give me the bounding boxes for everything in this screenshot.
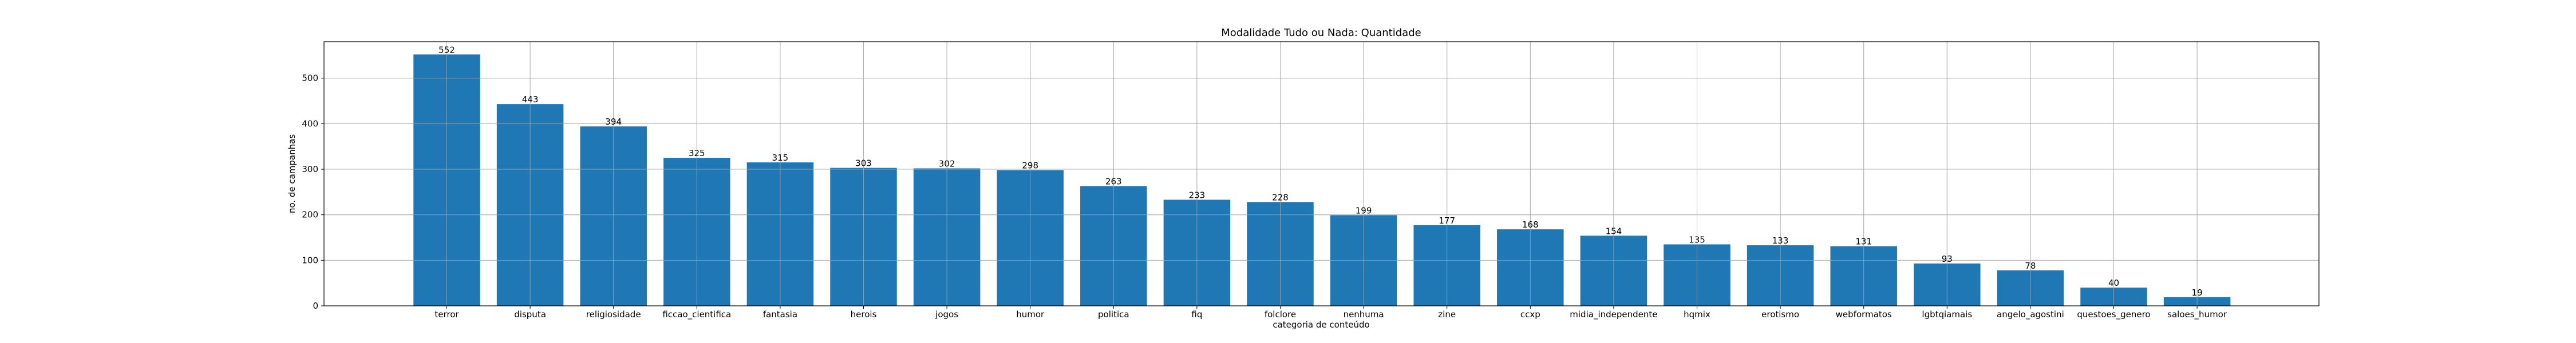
data-label-webformatos: 131 — [1855, 237, 1872, 247]
x-tick-label-nenhuma: nenhuma — [1344, 309, 1384, 320]
data-label-questoes_genero: 40 — [2108, 278, 2119, 288]
x-tick-label-angelo_agostini: angelo_agostini — [1997, 309, 2064, 320]
data-labels: 552 443 394 325 315 303 302 298 263 233 228 199 177 1… — [324, 42, 2319, 306]
x-tick-label-midia_independente: midia_independente — [1570, 309, 1657, 320]
data-label-humor: 298 — [1022, 161, 1038, 171]
data-label-disputa: 443 — [522, 94, 539, 105]
data-label-religiosidade: 394 — [605, 117, 622, 127]
x-tick-label-terror: terror — [434, 309, 459, 320]
y-tick-label: 0 — [313, 301, 318, 311]
data-label-midia_independente: 154 — [1606, 226, 1622, 236]
x-tick-label-ccxp: ccxp — [1520, 309, 1540, 320]
x-tick-label-saloes_humor: saloes_humor — [2167, 309, 2227, 320]
x-tick-label-erotismo: erotismo — [1761, 309, 1799, 320]
data-label-zine: 177 — [1439, 216, 1455, 226]
x-tick-label-lgbtqiamais: lgbtqiamais — [1922, 309, 1972, 320]
x-tick-label-disputa: disputa — [514, 309, 546, 320]
x-tick-label-humor: humor — [1016, 309, 1045, 320]
x-tick-label-religiosidade: religiosidade — [586, 309, 641, 320]
x-tick-label-herois: herois — [851, 309, 877, 320]
x-tick-label-webformatos: webformatos — [1836, 309, 1892, 320]
x-axis-label: categoria de conteúdo — [1273, 320, 1369, 330]
x-tick-label-zine: zine — [1438, 309, 1456, 320]
data-label-saloes_humor: 19 — [2192, 288, 2203, 298]
x-tick-label-folclore: folclore — [1265, 309, 1296, 320]
bars — [413, 54, 2231, 306]
data-label-erotismo: 133 — [1772, 236, 1789, 246]
data-label-ccxp: 168 — [1522, 220, 1539, 230]
x-tick-label-ficcao_cientifica: ficcao_cientifica — [662, 309, 731, 320]
data-label-fiq: 233 — [1189, 190, 1206, 200]
x-axis: terror disputa religiosidade ficcao_cientif… — [434, 306, 2227, 320]
y-tick-label: 500 — [302, 73, 318, 83]
x-tick-label-hqmix: hqmix — [1684, 309, 1710, 320]
x-tick-label-jogos: jogos — [935, 309, 958, 320]
y-tick-label: 200 — [302, 210, 318, 220]
data-label-politica: 263 — [1105, 177, 1122, 187]
data-label-angelo_agostini: 78 — [2025, 261, 2036, 271]
y-tick-label: 300 — [302, 164, 318, 174]
x-tick-label-fiq: fiq — [1191, 309, 1202, 320]
data-label-terror: 552 — [438, 45, 455, 55]
plot-frame — [323, 41, 2320, 306]
data-label-jogos: 302 — [939, 158, 955, 169]
data-label-nenhuma: 199 — [1356, 205, 1372, 216]
data-label-hqmix: 135 — [1689, 234, 1705, 245]
y-tick-label: 100 — [302, 255, 318, 265]
data-label-herois: 303 — [855, 158, 872, 169]
data-label-ficcao_cientifica: 325 — [689, 148, 705, 158]
x-tick-label-politica: politica — [1098, 309, 1129, 320]
data-label-lgbtqiamais: 93 — [1942, 254, 1953, 264]
x-tick-label-questoes_genero: questoes_genero — [2077, 309, 2150, 320]
data-label-fantasia: 315 — [772, 153, 789, 163]
x-tick-label-fantasia: fantasia — [763, 309, 797, 320]
y-tick-label: 400 — [302, 118, 318, 129]
chart-title: Modalidade Tudo ou Nada: Quantidade — [1221, 27, 1421, 39]
y-axis: 0 100 200 300 400 500 — [302, 73, 324, 311]
data-label-folclore: 228 — [1272, 192, 1289, 202]
y-axis-label: no. de campanhas — [287, 134, 297, 213]
